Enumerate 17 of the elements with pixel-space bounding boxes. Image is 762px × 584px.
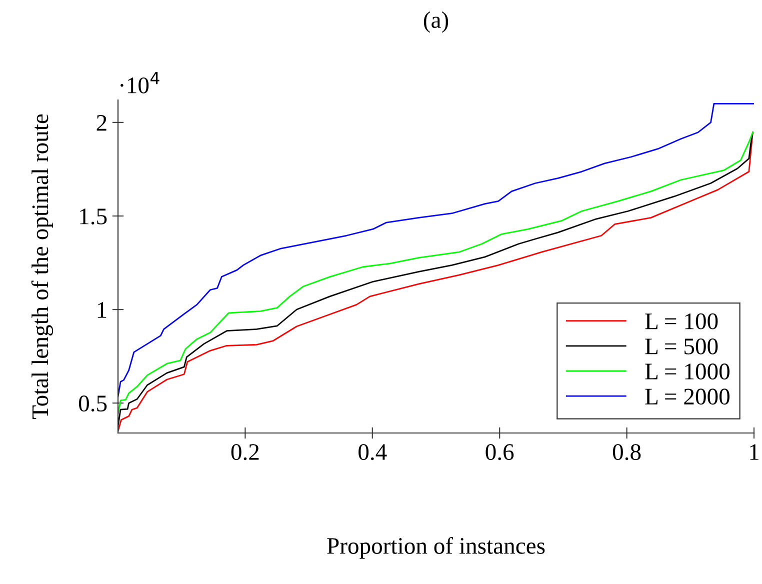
x-tick-label: 0.6 <box>486 444 514 460</box>
y-axis-title: Total length of the optimal route <box>31 114 54 420</box>
text: ·10$^{4}$ <box>120 72 160 94</box>
legend-label: L = 100 <box>645 313 718 330</box>
x-tick-label: 0.4 <box>358 444 387 460</box>
y-tick-label: 1 <box>98 302 106 318</box>
x-tick-label: 0.2 <box>231 444 259 460</box>
y-tick-label: 1.5 <box>80 208 107 225</box>
legend-label: L = 2000 <box>645 388 730 405</box>
x-tick-label: 0.8 <box>612 444 641 460</box>
legend-label: L = 1000 <box>645 364 730 380</box>
x-tick-label: 1 <box>750 444 758 460</box>
chart-title: (a) <box>424 11 448 33</box>
x-axis-title: Proportion of instances <box>327 537 545 559</box>
y-tick-label: 0.5 <box>78 396 107 412</box>
legend-label: L = 500 <box>645 338 718 354</box>
y-tick-label: 2 <box>96 115 106 131</box>
